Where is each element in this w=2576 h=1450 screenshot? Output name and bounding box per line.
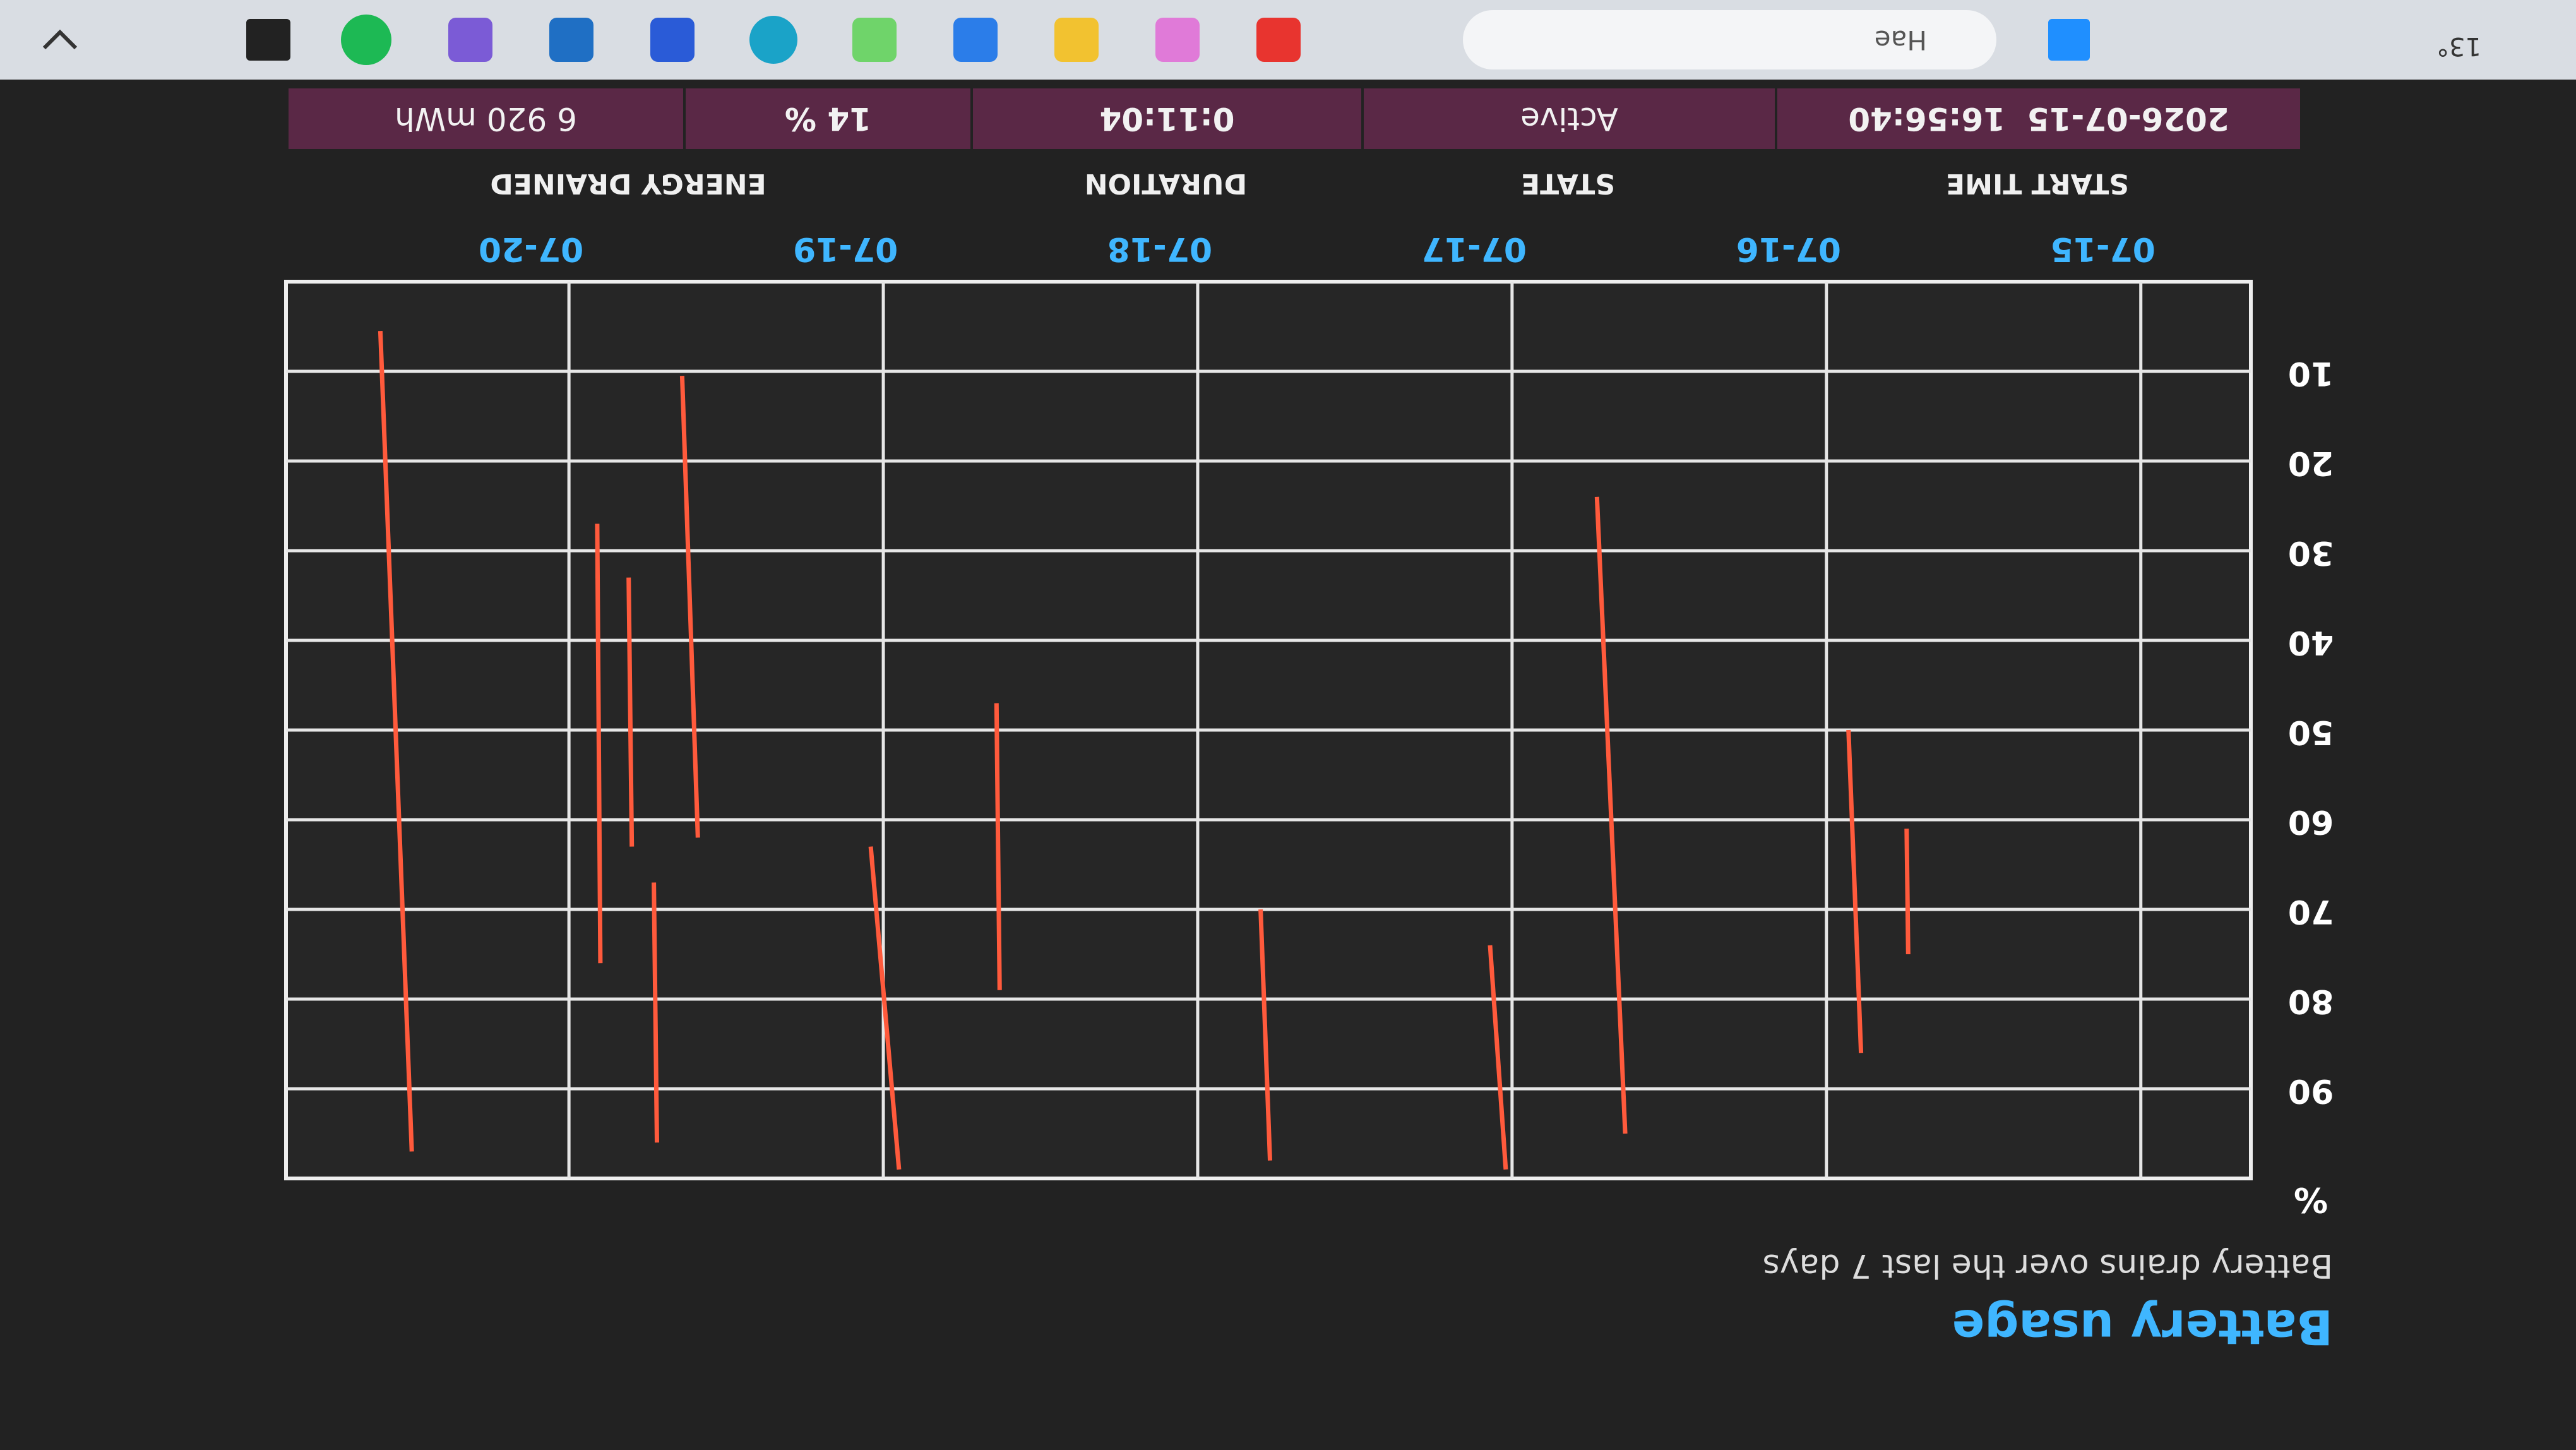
- table-cell: 2026-07-15 16:56:40: [1775, 88, 2300, 149]
- y-tick-label: 40: [2288, 623, 2334, 661]
- chart: % 10 20 30 40 50 60 70 80 90 07-15 07-16 07-17 07-18…: [284, 230, 2334, 1219]
- x-tick-label: 07-18: [1107, 230, 1212, 268]
- y-tick-label: 50: [2288, 713, 2334, 751]
- x-tick-label: 07-15: [2051, 230, 2156, 268]
- app-icon[interactable]: [1256, 18, 1301, 62]
- table-cell: 6 920 mWh: [286, 88, 683, 149]
- table-header: ENERGY DRAINED: [490, 167, 766, 200]
- app-icon[interactable]: [650, 18, 695, 62]
- drain-line: [378, 330, 1911, 1170]
- table-header: STATE: [1521, 167, 1615, 200]
- x-tick-label: 07-20: [479, 230, 583, 268]
- table-cell: 14 %: [683, 88, 970, 149]
- table-cell: Active: [1361, 88, 1775, 149]
- x-tick-label: 07-19: [793, 230, 898, 268]
- app-icon[interactable]: [341, 15, 391, 65]
- table-cell: 0:11:04: [970, 88, 1361, 149]
- x-tick-label: 07-16: [1736, 230, 1841, 268]
- taskbar-icons: [42, 15, 2090, 65]
- table-header: DURATION: [1084, 167, 1248, 200]
- y-tick-label: 90: [2288, 1072, 2334, 1110]
- search-box[interactable]: Hae: [1463, 10, 1996, 69]
- y-tick-label: 10: [2288, 354, 2334, 392]
- app-icon[interactable]: [852, 18, 897, 62]
- x-tick-label: 07-17: [1422, 230, 1527, 268]
- app-icon[interactable]: [549, 18, 593, 62]
- start-button[interactable]: [2048, 19, 2090, 61]
- app-icon[interactable]: [953, 18, 998, 62]
- y-axis-label: %: [2294, 1180, 2328, 1219]
- app-icon[interactable]: [448, 18, 492, 62]
- app-icon[interactable]: [1155, 18, 1200, 62]
- app-icon[interactable]: [246, 19, 290, 61]
- y-tick-label: 70: [2288, 892, 2334, 930]
- tray-chevron[interactable]: [42, 29, 78, 50]
- y-tick-label: 80: [2288, 982, 2334, 1020]
- y-tick-label: 20: [2288, 444, 2334, 482]
- app-icon[interactable]: [749, 16, 797, 64]
- y-tick-label: 30: [2288, 534, 2334, 572]
- y-tick-label: 60: [2288, 803, 2334, 841]
- table-header: START TIME: [1946, 167, 2129, 200]
- app-icon[interactable]: [1054, 18, 1099, 62]
